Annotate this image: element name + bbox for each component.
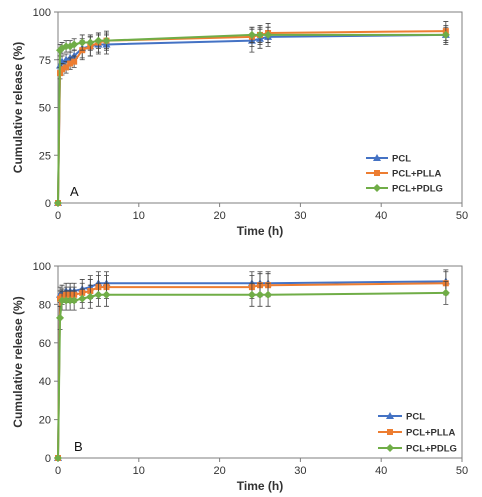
series-line-PCL+PLLA	[57, 30, 446, 204]
data-point-PCL+PDLG-0	[54, 454, 62, 462]
x-tick-label-0: 0	[55, 465, 61, 477]
y-tick-label-0: 0	[45, 453, 51, 465]
x-tick-label-10: 10	[133, 465, 145, 477]
x-axis-title: Time (h)	[237, 479, 283, 493]
data-point-PCL+PDLG-10	[247, 30, 256, 39]
series-line-PCL	[57, 33, 446, 204]
data-point-PCL+PDLG-9	[102, 36, 111, 45]
y-tick-label-40: 40	[39, 376, 51, 388]
data-point-PCL+PDLG-0	[54, 199, 62, 207]
y-tick-label-60: 60	[39, 338, 51, 350]
legend-label-PCL+PLLA: PCL+PLLA	[406, 428, 455, 439]
data-point-legend-PCL+PDLG-0	[373, 184, 381, 192]
legend-item-PCL+PDLG: PCL+PDLG	[378, 444, 457, 455]
x-tick-label-0: 0	[55, 210, 61, 222]
data-point-PCL+PLLA-2	[59, 66, 66, 73]
data-point-PCL+PDLG-8	[94, 290, 103, 299]
y-tick-label-25: 25	[39, 150, 51, 162]
x-tick-label-40: 40	[375, 465, 387, 477]
data-point-PCL+PDLG-5	[70, 40, 79, 49]
data-point-PCL+PDLG-13	[441, 288, 450, 297]
data-point-legend-PCL+PDLG-0	[386, 444, 394, 452]
panel-label: A	[70, 184, 79, 199]
data-point-PCL+PDLG-7	[86, 292, 95, 301]
data-point-PCL+PDLG-8	[94, 36, 103, 45]
legend-label-PCL: PCL	[406, 412, 425, 423]
data-point-legend-PCL+PLLA-0	[374, 170, 380, 176]
y-tick-label-75: 75	[39, 55, 51, 67]
legend-item-PCL+PLLA: PCL+PLLA	[378, 428, 455, 439]
chart-panel-a: 0 25 50 75 100 0 10 20 30 40 50 Time (h) Cumulative …	[0, 0, 482, 245]
legend-item-PCL+PDLG: PCL+PDLG	[366, 184, 443, 195]
legend-label-PCL+PDLG: PCL+PDLG	[392, 184, 443, 195]
y-tick-label-20: 20	[39, 415, 51, 427]
legend-label-PCL+PLLA: PCL+PLLA	[392, 169, 441, 180]
data-point-PCL+PDLG-12	[264, 290, 273, 299]
data-point-PCL+PDLG-3	[62, 296, 71, 305]
y-axis-title: Cumulative release (%)	[11, 42, 25, 173]
x-tick-label-30: 30	[294, 210, 306, 222]
data-point-PCL+PDLG-9	[102, 290, 111, 299]
data-point-PCL+PDLG-1	[56, 313, 65, 322]
x-tick-label-40: 40	[375, 210, 387, 222]
y-tick-label-100: 100	[33, 261, 51, 273]
data-point-PCL+PDLG-6	[78, 294, 87, 303]
y-tick-label-50: 50	[39, 103, 51, 115]
chart-svg-B: 0 20 40 60 80 100 0 10 20 30 40 50 Time (h) Cumulativ…	[11, 261, 468, 493]
x-axis-title: Time (h)	[237, 224, 283, 238]
data-point-PCL+PDLG-7	[86, 38, 95, 47]
x-tick-label-20: 20	[213, 465, 225, 477]
y-tick-label-100: 100	[33, 7, 51, 19]
y-tick-label-80: 80	[39, 299, 51, 311]
data-point-PCL+PDLG-11	[256, 290, 264, 299]
x-tick-label-20: 20	[213, 210, 225, 222]
y-axis-title: Cumulative release (%)	[11, 296, 25, 427]
chart-svg-A: 0 25 50 75 100 0 10 20 30 40 50 Time (h) Cumulative …	[11, 7, 468, 238]
plot-area-frame	[57, 265, 463, 459]
data-point-PCL+PDLG-2	[58, 296, 67, 305]
data-point-legend-PCL-0	[386, 412, 394, 419]
data-point-PCL+PDLG-6	[78, 38, 87, 47]
data-point-PCL+PLLA-3	[63, 64, 70, 71]
data-point-PCL+PDLG-11	[256, 30, 264, 39]
data-point-PCL+PLLA-4	[67, 60, 74, 67]
data-point-PCL+PDLG-13	[441, 30, 450, 39]
legend-item-PCL: PCL	[366, 154, 411, 165]
legend-item-PCL: PCL	[378, 412, 425, 423]
data-point-legend-PCL-0	[373, 154, 381, 161]
legend-label-PCL: PCL	[392, 154, 411, 165]
series-PCL+PDLG	[54, 26, 450, 207]
series-PCL	[54, 24, 450, 206]
legend-item-PCL+PLLA: PCL+PLLA	[366, 169, 441, 180]
x-tick-label-50: 50	[456, 210, 468, 222]
data-point-legend-PCL+PLLA-0	[387, 429, 393, 435]
panel-label: B	[74, 439, 83, 454]
series-line-PCL+PDLG	[57, 33, 446, 204]
y-tick-label-0: 0	[45, 198, 51, 210]
x-tick-label-10: 10	[133, 210, 145, 222]
data-point-PCL+PLLA-5	[71, 58, 78, 65]
x-tick-label-30: 30	[294, 465, 306, 477]
data-point-PCL+PDLG-4	[66, 296, 75, 305]
data-point-PCL+PDLG-12	[264, 30, 273, 39]
legend-label-PCL+PDLG: PCL+PDLG	[406, 444, 457, 455]
series-PCL+PDLG	[54, 280, 450, 462]
chart-panel-b: 0 20 40 60 80 100 0 10 20 30 40 50 Time (h) Cumulativ…	[0, 252, 482, 497]
data-point-PCL+PDLG-5	[70, 296, 79, 305]
data-point-PCL+PDLG-3	[62, 42, 71, 51]
x-tick-label-50: 50	[456, 465, 468, 477]
data-point-PCL+PDLG-10	[247, 290, 256, 299]
